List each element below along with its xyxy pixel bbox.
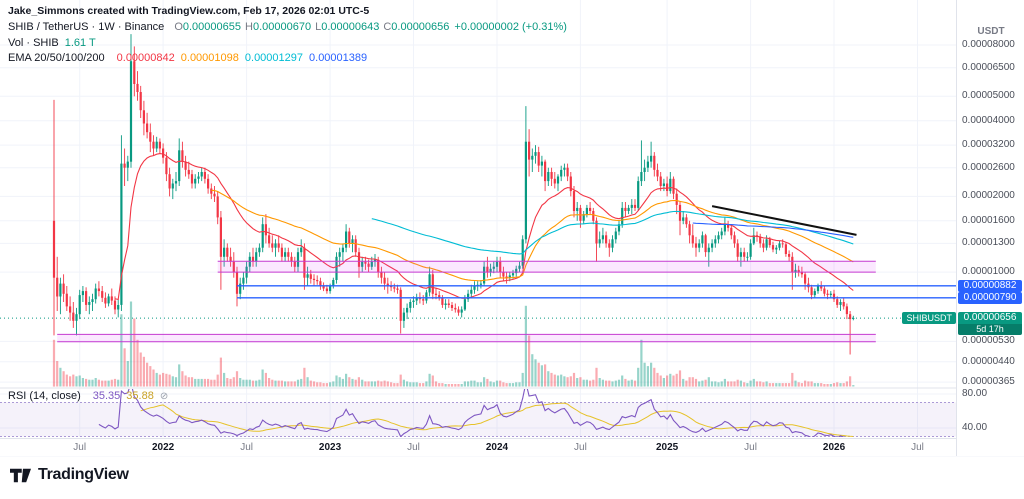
time-tick: Jul xyxy=(240,442,253,453)
ema50-value: 0.00001098 xyxy=(180,52,239,64)
price-tick: 0.00005000 xyxy=(962,90,1015,102)
time-tick: 2022 xyxy=(152,442,175,453)
rsi-line xyxy=(98,389,845,437)
ohlc-change: +0.00000002 (+0.31%) xyxy=(454,21,567,33)
symbol-price-tag: SHIBUSDT xyxy=(902,312,956,325)
rsi-ma-value: 35.88 xyxy=(126,390,154,402)
price-axis-unit: USDT xyxy=(977,26,1005,37)
price-tick: 0.00006500 xyxy=(962,61,1015,73)
time-tick: 2023 xyxy=(318,442,342,453)
price-tick: 0.00004000 xyxy=(962,114,1015,126)
volume-layer xyxy=(52,301,855,387)
time-tick: Jul xyxy=(911,442,924,453)
time-tick: Jul xyxy=(73,442,87,453)
volume-label[interactable]: Vol · SHIB xyxy=(8,37,59,49)
ema-100-line xyxy=(371,210,854,255)
trendline xyxy=(711,205,857,236)
time-tick: Jul xyxy=(574,442,587,453)
candles-layer xyxy=(52,34,855,355)
ema200-value: 0.00001389 xyxy=(309,52,368,64)
ohlc-c-value: 0.00000656 xyxy=(391,21,450,33)
price-tick: 0.00000440 xyxy=(962,355,1015,367)
price-line-badge: 0.00000882 xyxy=(958,279,1022,292)
ohlc-l-value: 0.00000643 xyxy=(321,21,380,33)
ohlc-o-value: 0.00000655 xyxy=(182,21,241,33)
main-pane xyxy=(0,34,956,387)
price-line-badge: 0.00000790 xyxy=(958,291,1022,304)
ohlc-l-label: L xyxy=(315,21,322,33)
rsi-hide-icon[interactable]: ⊘ xyxy=(159,391,169,402)
time-tick: 2025 xyxy=(655,442,679,453)
symbol-title[interactable]: SHIB / TetherUS · 1W · Binance xyxy=(8,21,165,33)
price-tick: 0.00000530 xyxy=(962,335,1015,347)
ema100-value: 0.00001297 xyxy=(244,52,304,64)
ema-label[interactable]: EMA 20/50/100/200 xyxy=(8,52,105,64)
ema-200-line xyxy=(692,222,854,238)
bar-countdown: 5d 17h xyxy=(958,324,1022,336)
rsi-tick: 80.00 xyxy=(962,388,988,399)
price-tick: 0.00003200 xyxy=(962,139,1015,151)
ohlc-o-label: O xyxy=(174,21,183,33)
rsi-legend: RSI (14, close) 35.35 35.88 ⊘ xyxy=(8,390,168,402)
ohlc-h-value: 0.00000670 xyxy=(252,21,312,33)
attribution: Jake_Simmons created with TradingView.co… xyxy=(8,5,370,17)
price-tick: 0.00001000 xyxy=(962,266,1015,278)
tradingview-logo-mark xyxy=(10,468,31,482)
price-tick: 0.00002600 xyxy=(962,161,1015,173)
price-axis[interactable]: USDT 0.00008000 0.00006500 0.00005000 0.000… xyxy=(956,0,1024,456)
time-tick: Jul xyxy=(744,442,757,453)
price-tick: 0.00001300 xyxy=(962,237,1015,249)
tradingview-logo[interactable]: TradingView xyxy=(10,466,129,484)
last-price-value: 0.00000656 xyxy=(963,312,1017,324)
price-tick: 0.00000365 xyxy=(962,376,1015,388)
tradingview-logo-text: TradingView xyxy=(38,466,129,483)
time-tick: 2024 xyxy=(485,442,509,453)
support-zone-1 xyxy=(57,333,876,343)
time-axis[interactable]: Jul 2022 Jul 2023 Jul 2024 Jul 2025 Jul 2026 Jul xyxy=(0,439,956,456)
price-tick: 0.00001600 xyxy=(962,214,1015,226)
rsi-pane xyxy=(0,389,956,437)
price-tick: 0.00008000 xyxy=(962,39,1015,50)
time-tick: 2026 xyxy=(822,442,846,453)
ema-50-line xyxy=(211,189,854,282)
ema20-value: 0.00000842 xyxy=(116,52,175,64)
volume-value: 1.61 T xyxy=(64,37,96,49)
price-tick: 0.00002000 xyxy=(962,190,1015,202)
ohlc-h-label: H xyxy=(245,21,253,33)
time-tick: Jul xyxy=(407,442,420,453)
rsi-label[interactable]: RSI (14, close) xyxy=(8,390,81,402)
support-zone-0 xyxy=(217,260,876,273)
symbol-legend: SHIB / TetherUS · 1W · Binance O0.0000065… xyxy=(8,21,567,33)
rsi-tick: 40.00 xyxy=(962,422,988,433)
rsi-value: 35.35 xyxy=(92,390,121,402)
ohlc-c-label: C xyxy=(383,21,392,33)
ema-legend: EMA 20/50/100/200 0.00000842 0.00001098 0.0… xyxy=(8,52,367,64)
volume-legend: Vol · SHIB 1.61 T xyxy=(8,37,96,49)
last-price-badge: 0.00000656 5d 17h xyxy=(958,312,1022,336)
